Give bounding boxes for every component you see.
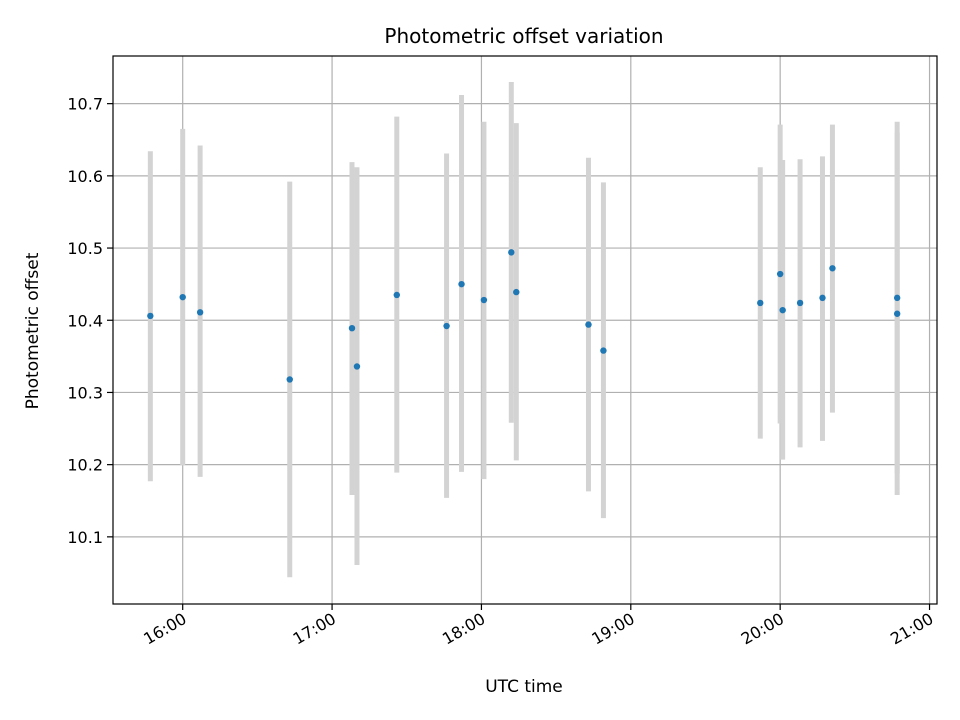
data-point: [600, 347, 607, 354]
data-point: [893, 310, 901, 317]
data-point: [458, 280, 465, 288]
y-axis-ticks: 10.1 10.2 10.3 10.4 10.5 10.6 10.7: [67, 95, 113, 547]
data-point: [393, 291, 400, 299]
data-point: [893, 294, 901, 302]
data-point: [286, 376, 293, 383]
y-axis-label: Photometric offset: [23, 252, 43, 409]
data-point: [513, 288, 520, 296]
data-point: [348, 324, 356, 332]
chart-title: Photometric offset variation: [384, 24, 663, 48]
y-tick-label: 10.5: [67, 239, 103, 258]
data-point: [353, 363, 361, 370]
y-tick-label: 10.3: [67, 383, 103, 402]
data-point: [196, 309, 204, 316]
x-axis-label: UTC time: [485, 677, 563, 697]
y-tick-label: 10.4: [67, 311, 103, 330]
data-point: [585, 321, 592, 328]
data-point: [776, 270, 784, 278]
y-tick-label: 10.7: [67, 95, 103, 114]
data-point: [819, 294, 826, 302]
data-point: [480, 296, 488, 304]
plot-area-frame: [112, 55, 938, 605]
y-tick-label: 10.1: [67, 528, 103, 547]
data-point: [757, 299, 764, 307]
data-point: [508, 249, 515, 256]
data-points: [147, 249, 901, 383]
data-point: [443, 322, 450, 330]
data-point: [147, 312, 154, 320]
data-point: [779, 306, 786, 314]
data-point: [179, 293, 186, 301]
y-tick-label: 10.2: [67, 456, 103, 475]
data-point: [829, 265, 836, 272]
data-point: [796, 299, 804, 307]
y-tick-label: 10.6: [67, 167, 103, 186]
